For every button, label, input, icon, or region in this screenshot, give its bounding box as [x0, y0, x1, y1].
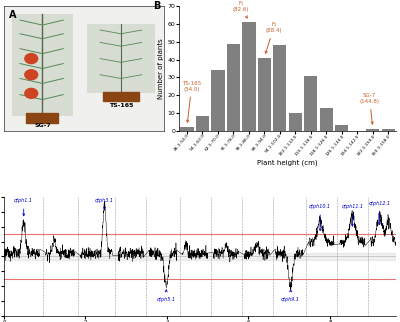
Text: qtph1.1: qtph1.1	[14, 198, 33, 216]
Circle shape	[25, 70, 38, 80]
Bar	[103, 92, 138, 101]
Text: qtph11.1: qtph11.1	[341, 204, 364, 226]
Bar	[196, 117, 209, 131]
Text: qtph5.1: qtph5.1	[157, 290, 176, 302]
Text: qtph3.1: qtph3.1	[95, 198, 114, 209]
Bar	[335, 125, 348, 131]
Text: F₁
(82.6): F₁ (82.6)	[233, 1, 250, 18]
Text: TS-165
(54.0): TS-165 (54.0)	[182, 81, 201, 122]
Bar	[26, 113, 58, 123]
Text: B: B	[153, 2, 161, 12]
Bar	[180, 127, 194, 131]
Text: TS-165: TS-165	[109, 103, 133, 108]
Bar	[273, 45, 286, 131]
Y-axis label: Number of plants: Number of plants	[158, 38, 164, 99]
Bar	[211, 70, 224, 131]
Text: qtph10.1: qtph10.1	[309, 204, 331, 231]
Circle shape	[25, 89, 38, 98]
Text: F₂
(88.4): F₂ (88.4)	[265, 22, 282, 53]
Text: A: A	[9, 10, 16, 20]
Bar	[87, 24, 154, 93]
Bar	[4, 253, 396, 260]
Text: qtph12.1: qtph12.1	[368, 201, 391, 225]
Bar	[258, 58, 271, 131]
Bar	[242, 23, 256, 131]
Bar	[382, 129, 395, 131]
Bar	[304, 76, 318, 131]
Bar	[12, 14, 73, 116]
Bar	[289, 113, 302, 131]
Text: qtph9.1: qtph9.1	[281, 290, 300, 302]
Bar	[366, 129, 379, 131]
Text: SG-7
(144.8): SG-7 (144.8)	[360, 93, 380, 124]
Bar	[227, 44, 240, 131]
X-axis label: Plant height (cm): Plant height (cm)	[257, 159, 318, 166]
Text: SG-7: SG-7	[34, 123, 51, 128]
Circle shape	[25, 54, 38, 63]
Bar	[320, 108, 333, 131]
